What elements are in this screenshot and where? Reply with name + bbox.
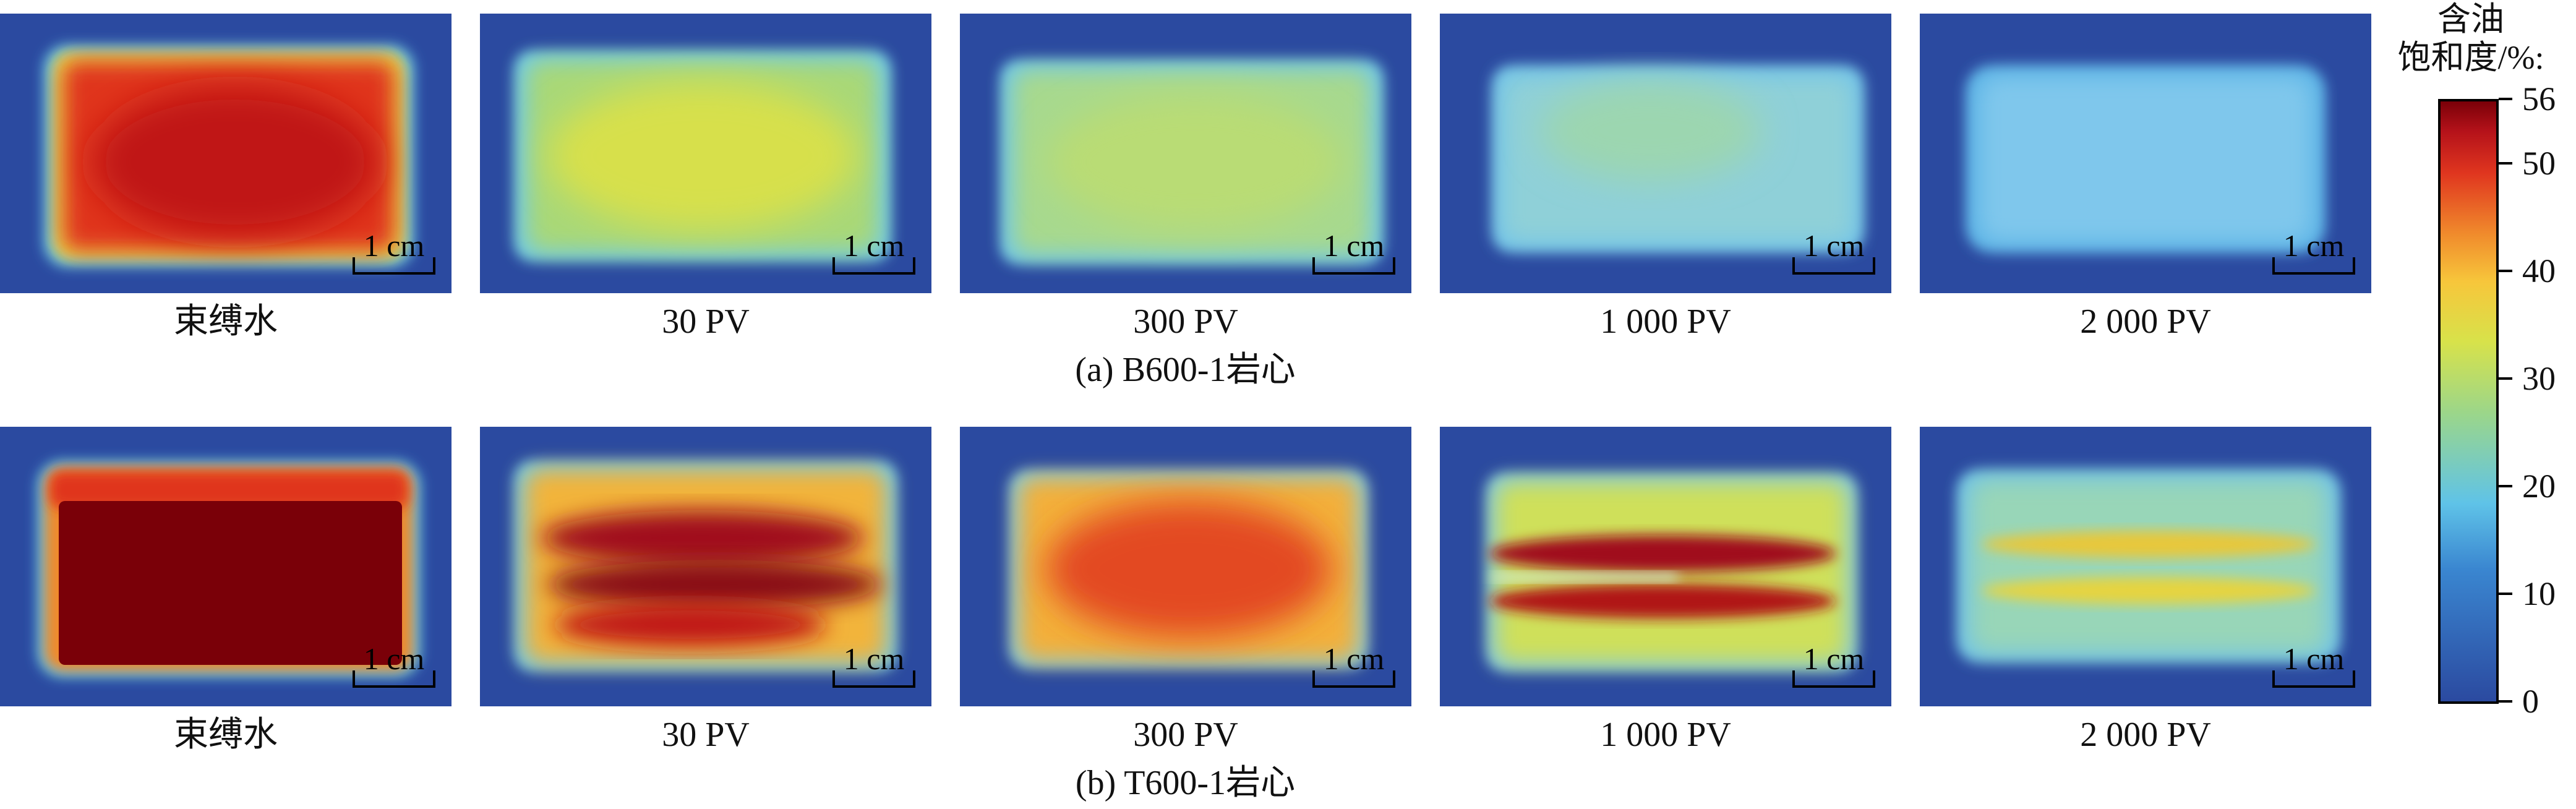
image-label: 30 PV <box>662 302 750 341</box>
image-b1-irreducible-water: 1 cm <box>0 427 451 706</box>
image-label: 1 000 PV <box>1600 716 1731 754</box>
colorbar-tick-label: 20 <box>2522 468 2556 505</box>
image-label: 束缚水 <box>174 716 278 754</box>
image-label: 300 PV <box>1133 302 1238 341</box>
scale-bar: 1 cm <box>830 229 918 278</box>
colorbar-tick-label: 10 <box>2522 575 2556 613</box>
image-b3-300pv: 1 cm <box>960 427 1411 706</box>
image-a2-30pv: 1 cm <box>480 14 931 293</box>
image-label: 1 000 PV <box>1600 302 1731 341</box>
image-a1-irreducible-water: 1 cm <box>0 14 451 293</box>
colorbar-tick-mark <box>2499 377 2512 380</box>
colorbar-tick-mark <box>2499 270 2512 273</box>
image-a3-300pv: 1 cm <box>960 14 1411 293</box>
colorbar-tick-label: 40 <box>2522 252 2556 290</box>
image-label: 30 PV <box>662 716 750 754</box>
colorbar-tick-label: 30 <box>2522 360 2556 398</box>
image-label: 束缚水 <box>174 302 278 341</box>
image-a4-1000pv: 1 cm <box>1440 14 1891 293</box>
scale-bar: 1 cm <box>830 642 918 691</box>
colorbar-tick-mark <box>2499 485 2512 488</box>
colorbar-tick-label: 56 <box>2522 80 2556 118</box>
caption-b: (b) T600-1岩心 <box>1075 764 1296 802</box>
scale-bar: 1 cm <box>1790 229 1878 278</box>
caption-a: (a) B600-1岩心 <box>1075 351 1296 389</box>
colorbar-tick-label: 50 <box>2522 145 2556 182</box>
colorbar-tick-mark <box>2499 162 2512 165</box>
colorbar-title: 含油 <box>2437 1 2504 38</box>
image-b2-30pv: 1 cm <box>480 427 931 706</box>
image-label: 2 000 PV <box>2080 302 2211 341</box>
scale-bar: 1 cm <box>1310 642 1398 691</box>
colorbar-tick-mark <box>2499 593 2512 596</box>
image-b4-1000pv: 1 cm <box>1440 427 1891 706</box>
scale-bar: 1 cm <box>350 229 438 278</box>
colorbar-tick-label: 0 <box>2522 683 2539 720</box>
colorbar-tick-mark <box>2499 98 2512 100</box>
scale-bar: 1 cm <box>2270 642 2358 691</box>
colorbar-tick-mark <box>2499 700 2512 703</box>
scale-bar: 1 cm <box>1310 229 1398 278</box>
image-b5-2000pv: 1 cm <box>1920 427 2371 706</box>
scale-bar: 1 cm <box>350 642 438 691</box>
colorbar <box>2438 99 2499 704</box>
image-label: 300 PV <box>1133 716 1238 754</box>
scale-bar: 1 cm <box>2270 229 2358 278</box>
image-a5-2000pv: 1 cm <box>1920 14 2371 293</box>
image-label: 2 000 PV <box>2080 716 2211 754</box>
scale-bar: 1 cm <box>1790 642 1878 691</box>
colorbar-title-unit: 饱和度/%: <box>2397 39 2544 76</box>
